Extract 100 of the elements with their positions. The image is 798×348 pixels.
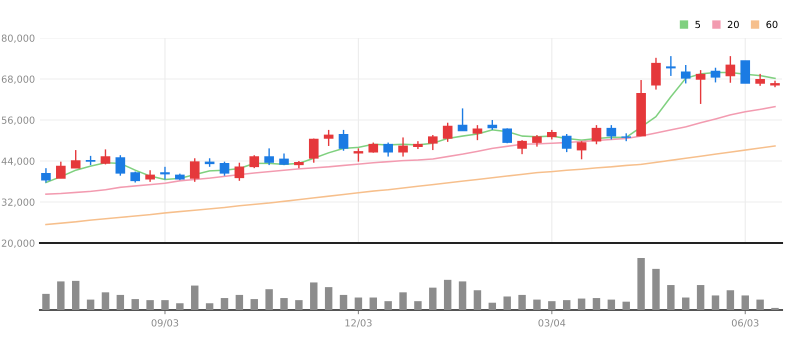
candlestick — [116, 154, 126, 176]
bar — [682, 298, 690, 310]
candlestick — [383, 142, 393, 158]
line-series — [45, 106, 776, 195]
candlestick — [428, 134, 438, 151]
candlestick — [666, 55, 676, 77]
bar — [42, 294, 50, 310]
candlestick — [562, 133, 572, 153]
x-tick-label: 03/04 — [538, 319, 566, 328]
candlestick — [442, 122, 452, 143]
line-series — [45, 145, 776, 226]
bar — [250, 299, 258, 310]
candlestick — [324, 129, 334, 147]
bar — [518, 294, 526, 310]
bar — [384, 301, 392, 310]
candlestick — [547, 129, 557, 140]
bar — [726, 290, 734, 310]
bar — [608, 300, 616, 310]
bar — [310, 282, 318, 310]
legend-label: 60 — [766, 20, 778, 28]
x-tick-label: 12/03 — [345, 319, 372, 328]
bar — [592, 298, 600, 310]
candlestick — [354, 148, 364, 162]
bar — [86, 300, 94, 310]
candlestick — [338, 129, 348, 152]
bar — [458, 281, 466, 310]
candlestick — [592, 124, 602, 145]
candlestick — [220, 160, 230, 176]
bar — [622, 302, 630, 310]
y-tick-label: 80,000 — [2, 34, 34, 43]
y-tick-label: 20,000 — [2, 239, 34, 248]
bar — [429, 288, 437, 310]
y-tick-label: 56,000 — [2, 116, 34, 125]
bar — [370, 298, 377, 310]
y-tick-label: 68,000 — [2, 75, 34, 84]
bar — [72, 280, 80, 310]
candlestick — [517, 139, 527, 155]
bar — [206, 303, 214, 310]
candlestick — [726, 55, 736, 84]
x-tick-label: 09/03 — [152, 319, 178, 328]
candlestick — [130, 170, 140, 184]
candlestick — [651, 57, 661, 90]
bar — [414, 301, 422, 310]
candlestick — [755, 73, 765, 87]
bar — [146, 300, 154, 310]
bar — [488, 302, 496, 310]
bar — [756, 300, 764, 310]
bar — [280, 298, 288, 310]
candlestick — [680, 64, 691, 84]
x-tick-label: 06/03 — [732, 319, 758, 328]
candlestick — [696, 69, 706, 105]
candlestick — [160, 166, 170, 180]
bar — [132, 299, 139, 310]
legend-label: 20 — [728, 20, 739, 28]
candlestick — [606, 124, 616, 140]
candlestick — [234, 162, 244, 182]
candlestick — [740, 60, 750, 84]
bar — [444, 280, 452, 310]
legend-label: 5 — [695, 20, 700, 28]
candlestick — [458, 108, 468, 132]
bar — [548, 301, 556, 310]
candlestick — [576, 140, 586, 160]
candlestick — [190, 158, 200, 183]
bar — [340, 294, 348, 310]
y-tick-label: 44,000 — [2, 157, 34, 166]
candlestick — [56, 160, 66, 180]
bar — [191, 286, 198, 310]
candlestick — [472, 124, 482, 141]
bar — [578, 298, 586, 310]
candlestick — [145, 170, 155, 183]
bar — [474, 290, 482, 310]
candlestick — [368, 142, 378, 154]
candlestick — [502, 128, 512, 144]
bar — [161, 300, 169, 310]
bar — [667, 285, 675, 310]
bar — [696, 285, 704, 310]
bar — [236, 294, 244, 310]
bar — [265, 289, 273, 310]
bar — [637, 258, 645, 310]
bar — [116, 294, 124, 310]
bar — [102, 292, 110, 310]
candlestick — [249, 154, 260, 169]
bar — [220, 298, 228, 310]
bar — [176, 303, 184, 310]
candlestick — [100, 148, 110, 166]
candlestick — [308, 138, 319, 164]
bar — [354, 298, 362, 310]
bar — [742, 295, 749, 310]
bar — [712, 295, 720, 310]
candlestick — [264, 148, 274, 166]
bar — [503, 296, 511, 310]
candlestick — [398, 136, 408, 158]
bar — [57, 281, 65, 310]
y-tick-label: 32,000 — [2, 198, 34, 207]
bar — [399, 292, 407, 310]
candlestick — [710, 67, 720, 84]
bar — [652, 268, 660, 310]
bar — [562, 300, 570, 310]
bar — [295, 300, 303, 310]
candlestick — [41, 167, 51, 184]
